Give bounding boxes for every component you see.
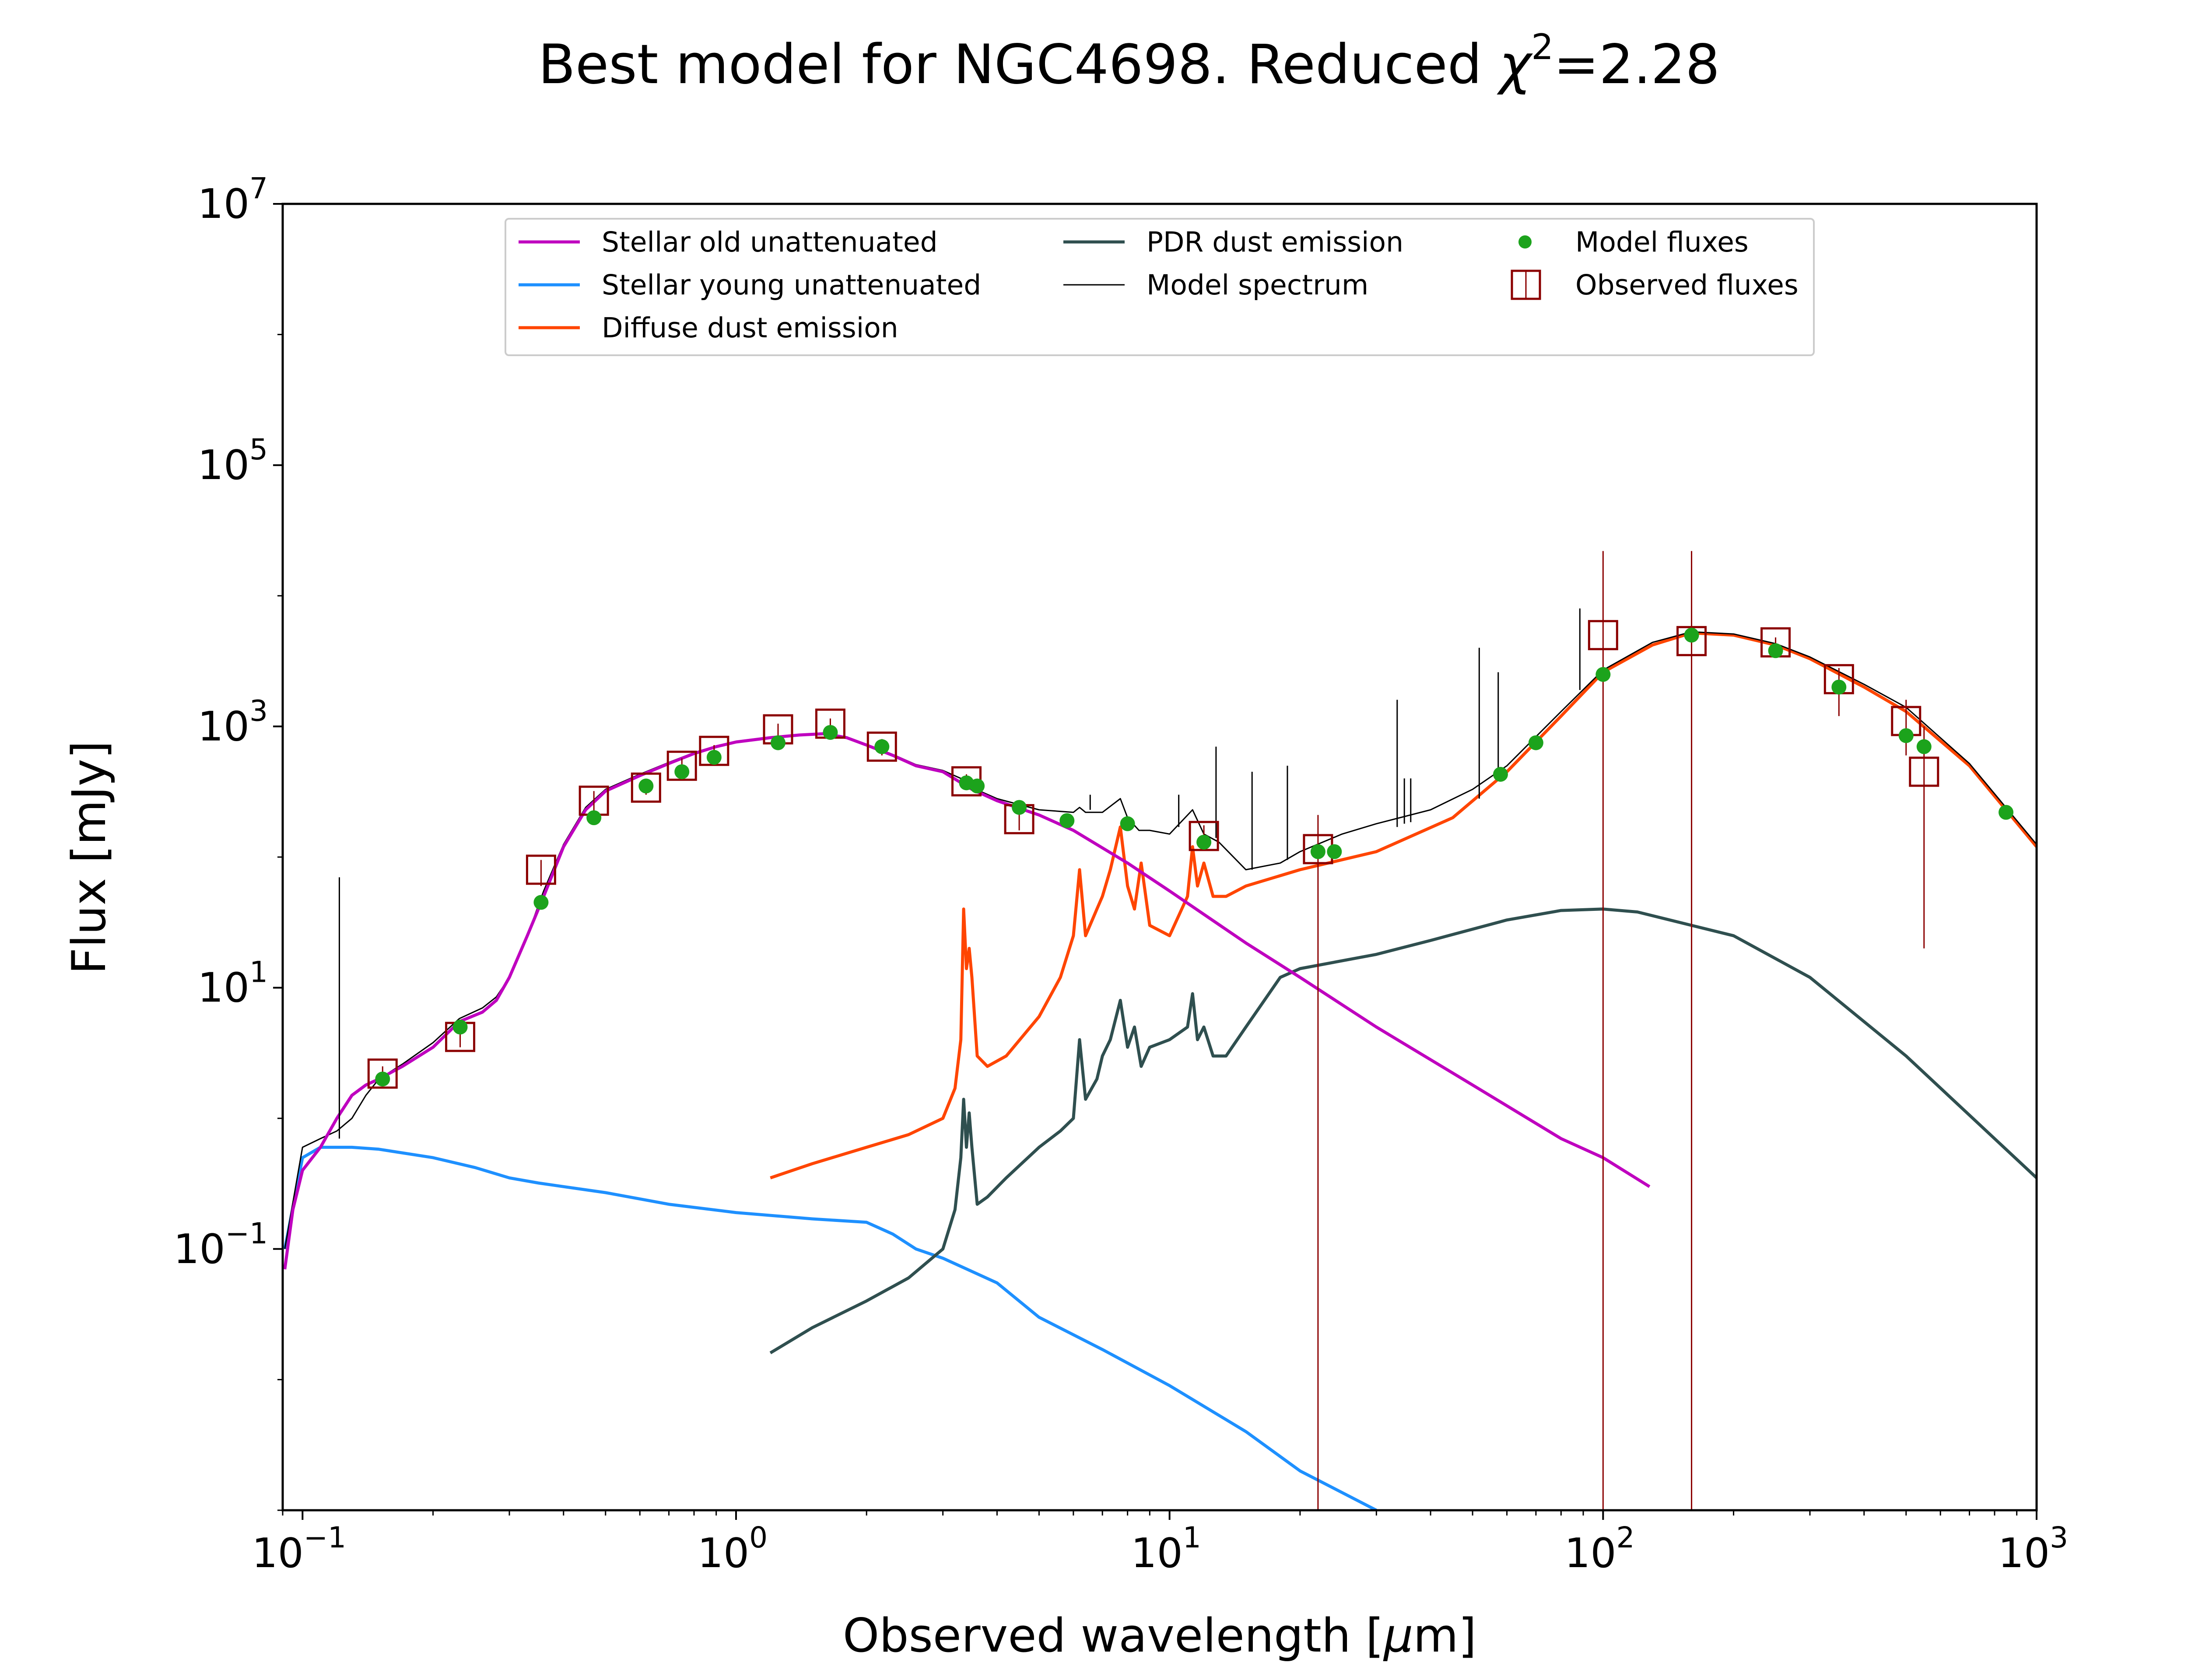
series-stellar-young (283, 1145, 1377, 1510)
legend-swatch (1518, 235, 1532, 248)
model-flux-point (1768, 643, 1783, 658)
x-tick-label: 100 (698, 1521, 768, 1577)
x-tick-label: 102 (1564, 1521, 1634, 1577)
model-flux-point (638, 778, 654, 794)
legend-item-model-spectrum: Model spectrum (1063, 269, 1368, 301)
observed-flux-marker (526, 854, 556, 885)
model-flux-point (1528, 735, 1543, 750)
legend-item-observed-fluxes: Observed fluxes (1511, 269, 1799, 301)
model-flux-point (1120, 816, 1135, 831)
y-tick-label: 103 (198, 694, 268, 750)
observed-flux-marker (367, 1058, 398, 1089)
x-tick-label: 10−1 (252, 1521, 347, 1577)
y-axis-title: Flux [mJy] (62, 741, 116, 974)
model-flux-point (1327, 844, 1342, 859)
model-flux-point (375, 1071, 390, 1087)
observed-flux-marker (1189, 821, 1219, 851)
model-flux-point (823, 725, 838, 740)
legend-item-diffuse-dust: Diffuse dust emission (519, 312, 898, 344)
legend-label: Observed fluxes (1575, 269, 1799, 301)
model-flux-point (1916, 739, 1932, 754)
observed-flux-marker (666, 750, 697, 781)
legend: Stellar old unattenuated Stellar young un… (505, 218, 1815, 356)
legend-label: Model spectrum (1147, 269, 1368, 301)
model-flux-point (970, 778, 985, 794)
model-flux-point (1898, 728, 1914, 743)
axes-layer: 10−1 100 101 102 103 10−1 101 103 105 107 (173, 172, 2068, 1577)
model-flux-point (1493, 766, 1508, 782)
model-flux-point (1831, 679, 1847, 695)
series-model-spectrum (284, 631, 2037, 1250)
observed-flux-marker (1909, 756, 1939, 787)
legend-box (505, 218, 1815, 356)
model-flux-point (586, 810, 602, 826)
model-flux-point (1310, 844, 1325, 859)
model-flux-point (1059, 813, 1075, 828)
legend-label: Stellar young unattenuated (602, 269, 981, 301)
y-tick-label: 107 (198, 172, 268, 228)
observed-flux-marker (866, 732, 897, 762)
series-layer (283, 608, 2037, 1510)
series-diffuse-dust (770, 631, 2037, 1180)
legend-item-pdr-dust: PDR dust emission (1063, 226, 1403, 258)
y-tick-label: 101 (198, 956, 268, 1012)
legend-label: Diffuse dust emission (602, 312, 898, 344)
model-flux-point (1595, 667, 1611, 682)
observed-flux-marker (631, 772, 661, 803)
legend-item-model-fluxes: Model fluxes (1518, 226, 1749, 258)
model-flux-point (771, 735, 786, 750)
legend-item-stellar-old: Stellar old unattenuated (519, 226, 938, 258)
model-flux-point (1684, 627, 1699, 643)
model-flux-point (452, 1019, 468, 1035)
model-flux-point (1012, 800, 1027, 815)
legend-label: PDR dust emission (1147, 226, 1403, 258)
model-flux-point (1196, 834, 1212, 850)
y-tick-label: 10−1 (173, 1217, 268, 1273)
legend-label: Model fluxes (1575, 226, 1749, 258)
model-flux-point (1999, 805, 2014, 820)
observed-flux-marker (699, 735, 729, 766)
x-tick-label: 103 (1998, 1521, 2068, 1577)
x-tick-label: 101 (1131, 1521, 1201, 1577)
x-axis-title: Observed wavelength [μm] (843, 1609, 1476, 1662)
points-layer (367, 551, 2014, 1510)
model-flux-point (533, 895, 549, 910)
observed-flux-marker (1588, 620, 1618, 651)
legend-label: Stellar old unattenuated (602, 226, 938, 258)
observed-flux-marker (1676, 626, 1707, 656)
model-flux-point (706, 750, 722, 765)
chart-title: Best model for NGC4698. Reduced χ2=2.28 (538, 27, 1720, 96)
legend-item-stellar-young: Stellar young unattenuated (519, 269, 981, 301)
model-flux-point (674, 764, 690, 779)
series-pdr-dust (769, 907, 2037, 1354)
y-tick-label: 105 (198, 433, 268, 489)
model-flux-point (874, 739, 890, 754)
